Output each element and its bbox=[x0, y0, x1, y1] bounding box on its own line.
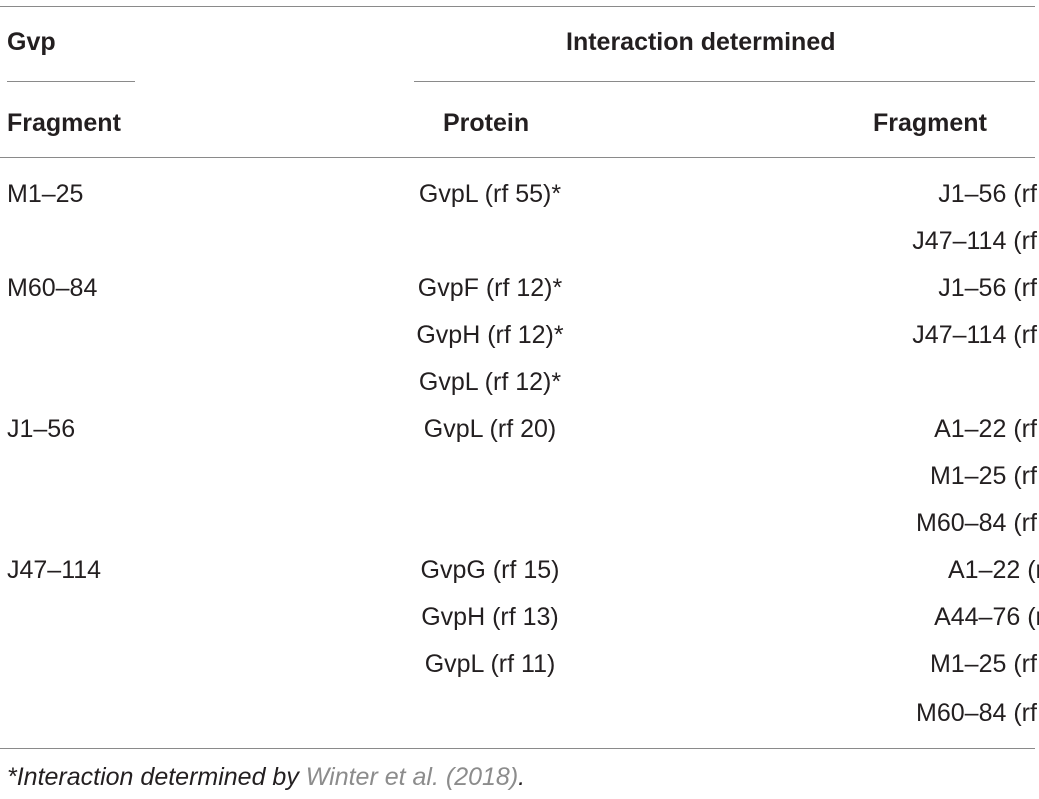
cell-protein: GvpL (rf 20) bbox=[423, 415, 557, 443]
cell-protein: GvpL (rf 55)* bbox=[418, 180, 562, 208]
cell-gvp: M1–25 bbox=[7, 180, 84, 208]
cell-fragment: J47–114 (rf 20) bbox=[912, 321, 1039, 349]
cell-protein: GvpL (rf 12)* bbox=[418, 368, 562, 396]
cell-fragment: J1–56 (rf 20) bbox=[938, 274, 1039, 302]
header-gvp: Gvp bbox=[7, 28, 56, 56]
table-bottom-rule bbox=[0, 748, 1035, 749]
cell-fragment: M60–84 (rf 20) bbox=[916, 699, 1039, 727]
cell-fragment: M1–25 (rf 20) bbox=[929, 462, 1039, 490]
cell-gvp: M60–84 bbox=[7, 274, 98, 302]
top-rule bbox=[0, 6, 1035, 7]
footnote-reference-link[interactable]: Winter et al. (2018) bbox=[305, 763, 519, 791]
cell-fragment: A44–76 (rf 5) bbox=[934, 603, 1039, 631]
header-fragment-gvp: Fragment bbox=[7, 109, 121, 137]
footnote-suffix: . bbox=[518, 763, 526, 791]
gvp-header-rule bbox=[7, 81, 135, 82]
cell-fragment: J1–56 (rf 20) bbox=[938, 180, 1039, 208]
cell-fragment: M1–25 (rf 20) bbox=[929, 650, 1039, 678]
header-fragment-interaction: Fragment bbox=[873, 109, 987, 137]
cell-protein: GvpH (rf 12)* bbox=[416, 321, 564, 349]
header-protein: Protein bbox=[443, 109, 530, 137]
cell-fragment: A1–22 (rf 10) bbox=[934, 415, 1039, 443]
cell-protein: GvpF (rf 12)* bbox=[417, 274, 563, 302]
header-bottom-rule bbox=[0, 157, 1035, 158]
cell-fragment: M60–84 (rf 20) bbox=[916, 509, 1039, 537]
cell-fragment: J47–114 (rf 20) bbox=[912, 227, 1039, 255]
cell-fragment: A1–22 (rf 5) bbox=[947, 556, 1039, 584]
cell-protein: GvpL (rf 11) bbox=[424, 650, 556, 678]
cell-protein: GvpH (rf 13) bbox=[421, 603, 559, 631]
cell-gvp: J47–114 bbox=[7, 556, 102, 584]
cell-gvp: J1–56 bbox=[7, 415, 76, 443]
interaction-header-rule bbox=[414, 81, 1035, 82]
table-footnote: *Interaction determined by Winter et al.… bbox=[7, 762, 525, 792]
header-interaction-determined: Interaction determined bbox=[566, 28, 836, 56]
cell-protein: GvpG (rf 15) bbox=[420, 556, 560, 584]
footnote-prefix: *Interaction determined by bbox=[7, 763, 306, 791]
